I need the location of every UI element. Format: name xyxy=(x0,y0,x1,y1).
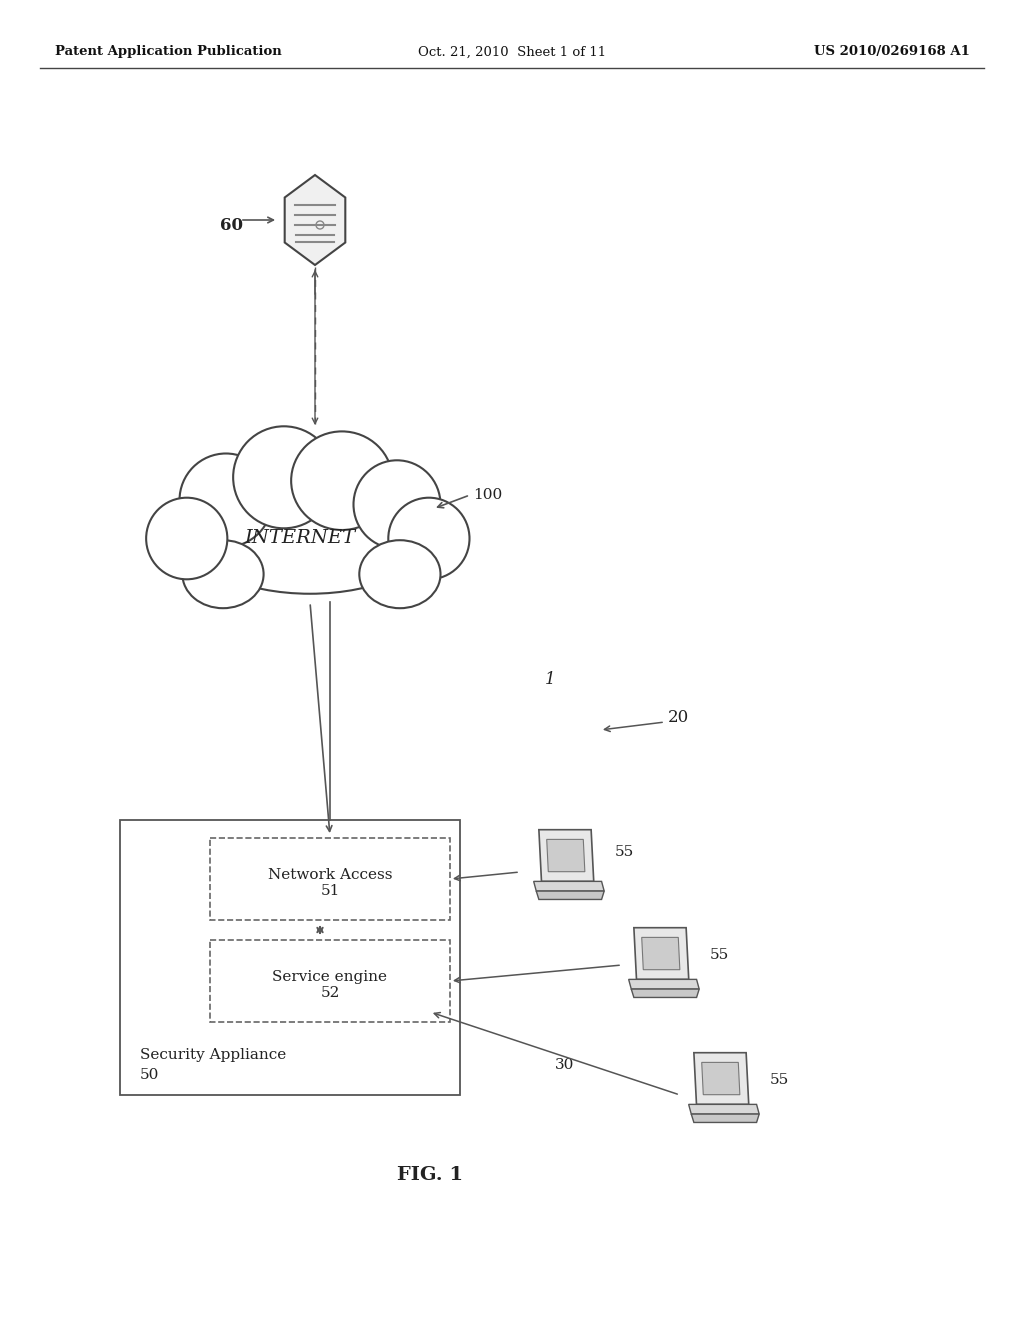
Text: 30: 30 xyxy=(555,1059,574,1072)
Text: Network Access: Network Access xyxy=(267,869,392,882)
Ellipse shape xyxy=(388,498,469,579)
Text: INTERNET: INTERNET xyxy=(245,529,355,546)
Polygon shape xyxy=(537,891,604,899)
Polygon shape xyxy=(701,1063,740,1094)
Ellipse shape xyxy=(291,432,392,531)
Text: 55: 55 xyxy=(770,1073,790,1086)
Text: FIG. 1: FIG. 1 xyxy=(397,1166,463,1184)
Polygon shape xyxy=(285,176,345,265)
Text: 1: 1 xyxy=(545,672,555,689)
Text: Oct. 21, 2010  Sheet 1 of 11: Oct. 21, 2010 Sheet 1 of 11 xyxy=(418,45,606,58)
Bar xyxy=(210,940,450,1022)
Polygon shape xyxy=(534,882,604,891)
Polygon shape xyxy=(547,840,585,871)
Ellipse shape xyxy=(353,461,440,549)
Text: 51: 51 xyxy=(321,884,340,898)
Polygon shape xyxy=(539,830,594,882)
Text: 55: 55 xyxy=(615,845,634,859)
Text: 100: 100 xyxy=(473,488,502,502)
Text: Service engine: Service engine xyxy=(272,970,387,983)
Ellipse shape xyxy=(186,475,433,594)
Polygon shape xyxy=(629,979,699,989)
Ellipse shape xyxy=(146,498,227,579)
Polygon shape xyxy=(689,1105,759,1114)
Polygon shape xyxy=(631,989,699,998)
Bar xyxy=(120,820,460,1096)
Text: 60: 60 xyxy=(220,216,243,234)
Polygon shape xyxy=(694,1053,749,1105)
Ellipse shape xyxy=(179,454,272,546)
Text: 50: 50 xyxy=(140,1068,160,1082)
Text: Patent Application Publication: Patent Application Publication xyxy=(55,45,282,58)
Text: US 2010/0269168 A1: US 2010/0269168 A1 xyxy=(814,45,970,58)
Ellipse shape xyxy=(359,540,440,609)
Polygon shape xyxy=(642,937,680,970)
Text: 55: 55 xyxy=(710,948,729,962)
Text: Security Appliance: Security Appliance xyxy=(140,1048,287,1063)
Ellipse shape xyxy=(182,540,263,609)
Ellipse shape xyxy=(233,426,335,528)
Text: 20: 20 xyxy=(668,710,689,726)
Polygon shape xyxy=(634,928,689,979)
Polygon shape xyxy=(691,1114,759,1122)
Text: 52: 52 xyxy=(321,986,340,1001)
Bar xyxy=(210,838,450,920)
